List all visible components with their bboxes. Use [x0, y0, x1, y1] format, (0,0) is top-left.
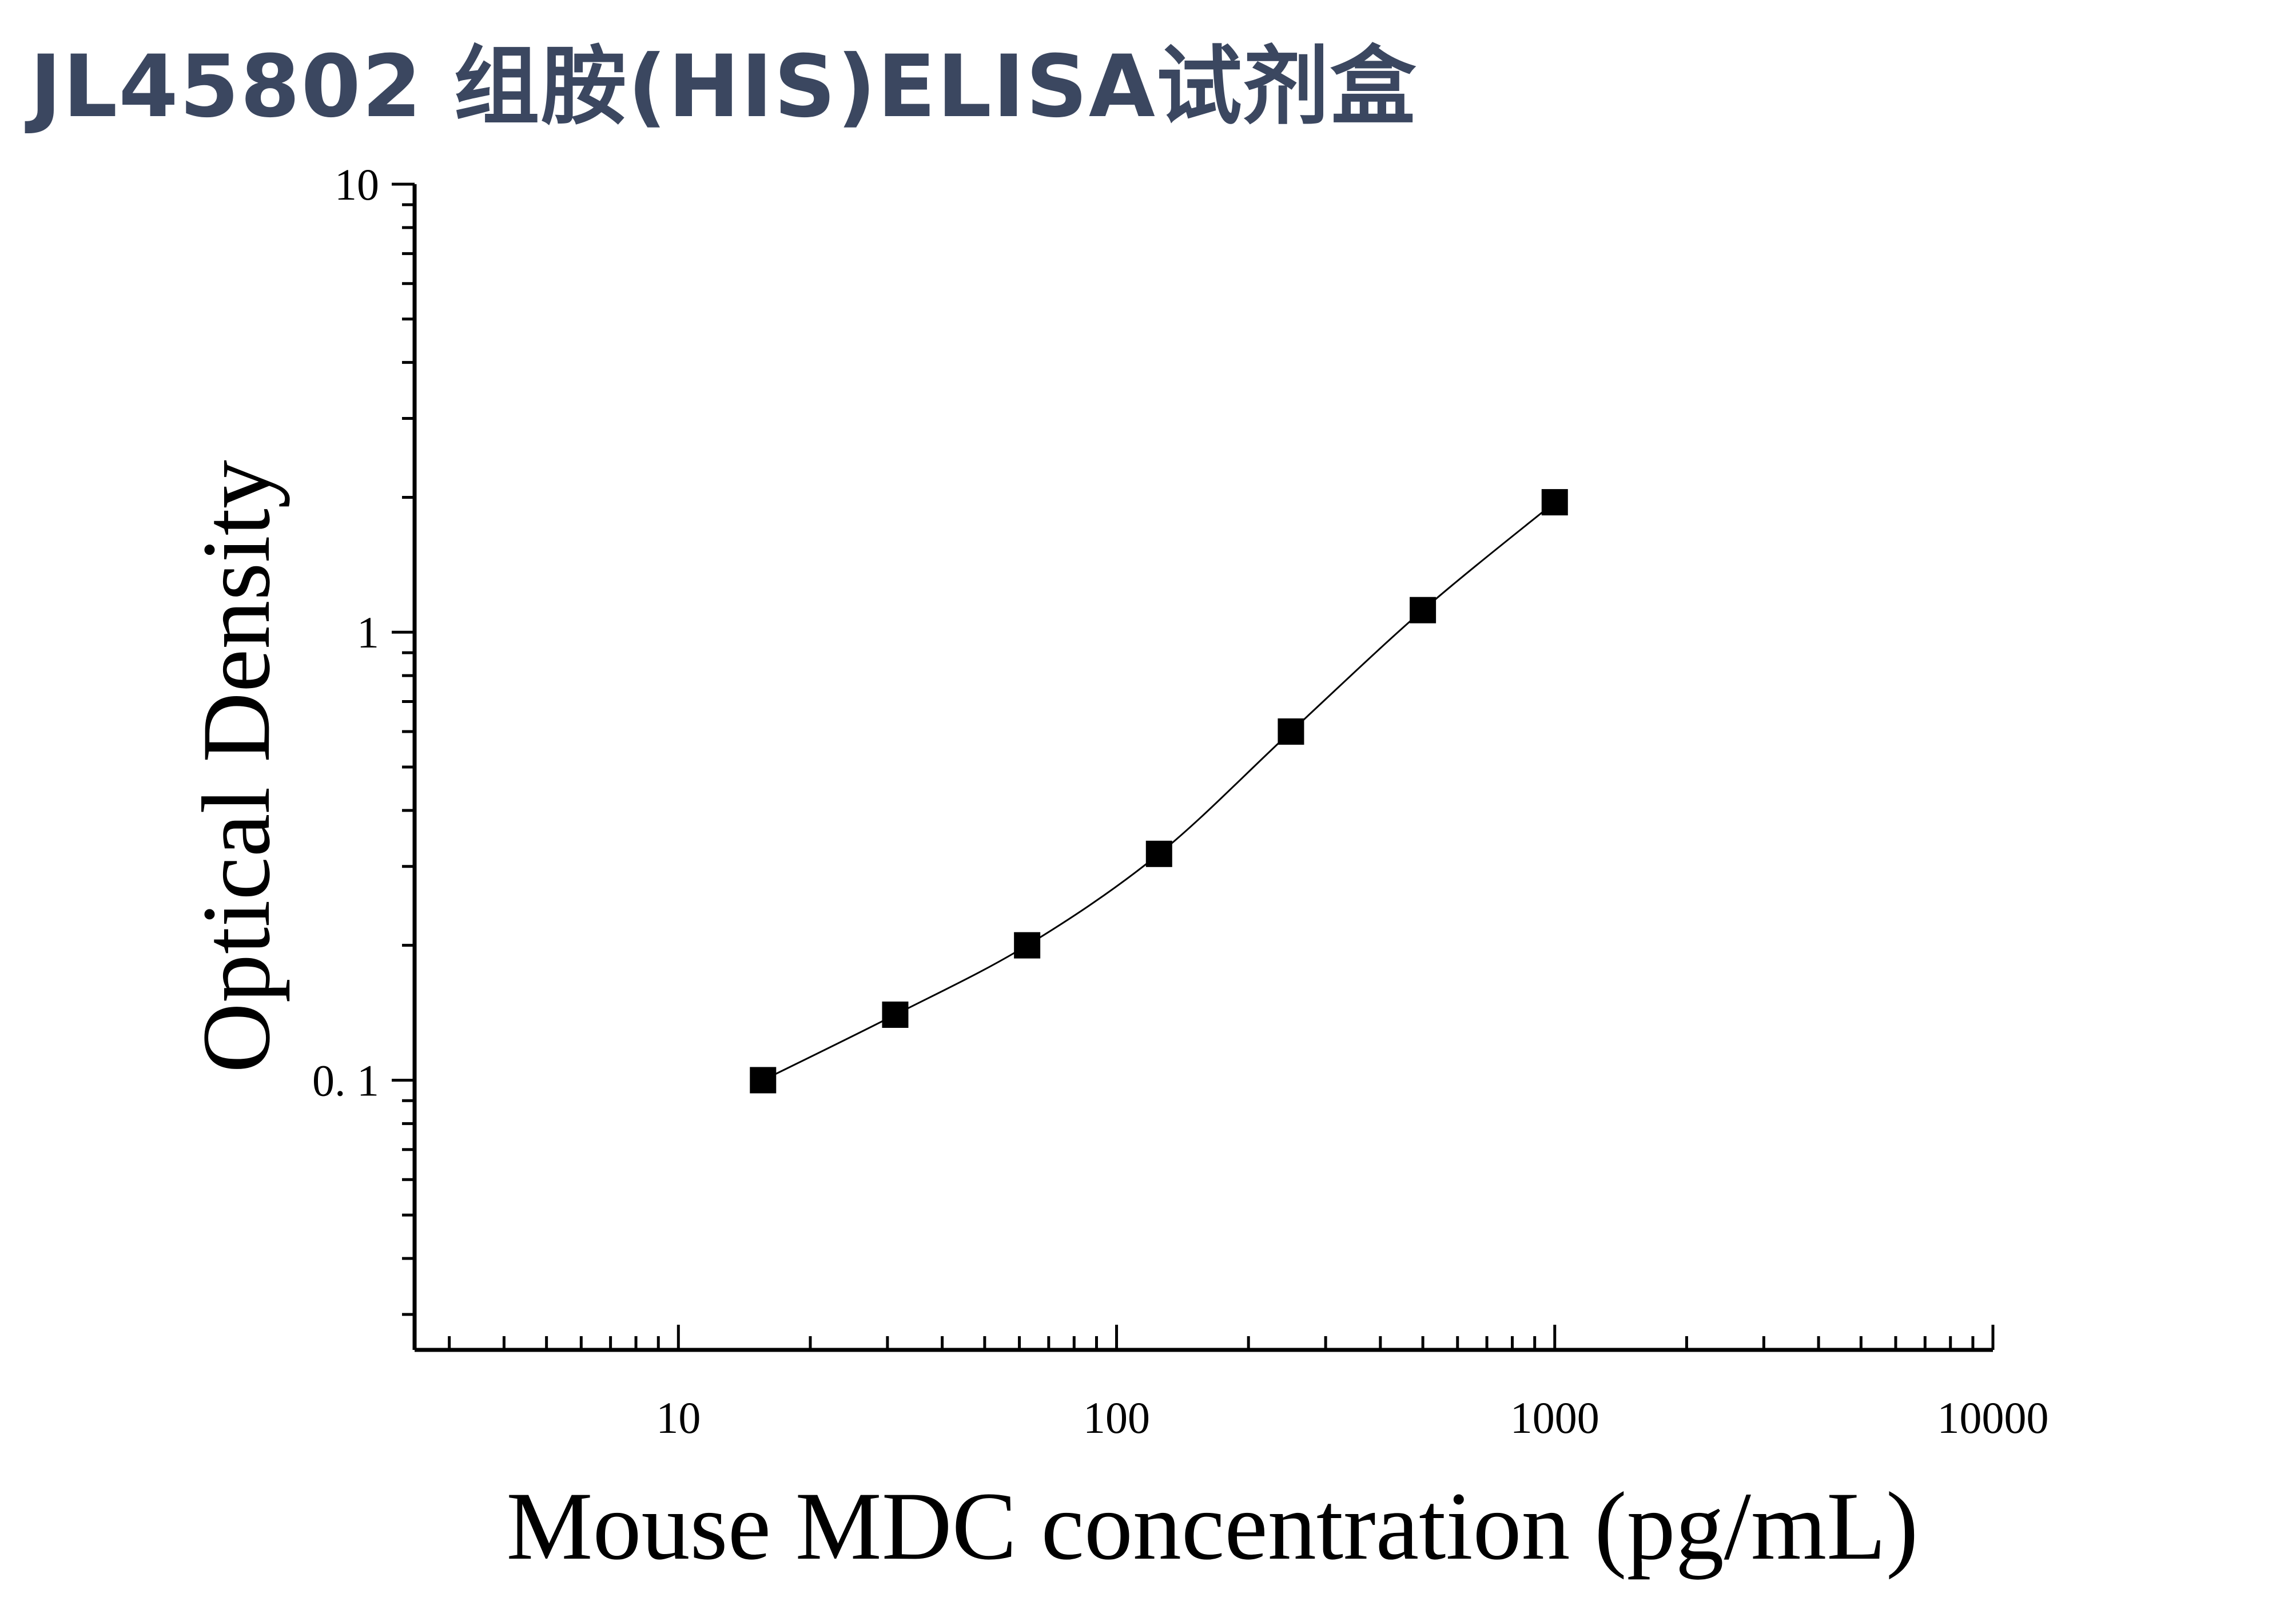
- page-title: JL45802 组胺(HIS)ELISA试剂盒: [30, 37, 1417, 137]
- fit-curve: [762, 501, 1555, 1081]
- data-point: [882, 1002, 909, 1028]
- data-point: [1145, 840, 1172, 867]
- x-tick-label: 10: [656, 1393, 701, 1443]
- x-tick-label: 100: [1083, 1393, 1150, 1443]
- x-tick-label: 1000: [1510, 1393, 1599, 1443]
- x-tick-label: 10000: [1937, 1393, 2049, 1443]
- fit-curve-layer: [762, 501, 1555, 1081]
- data-point: [1410, 597, 1437, 623]
- y-tick-label: 10: [335, 160, 379, 209]
- y-tick-label: 0. 1: [312, 1055, 379, 1105]
- data-point: [1278, 718, 1304, 745]
- data-point: [1541, 489, 1568, 516]
- x-axis-label: Mouse MDC concentration (pg/mL): [506, 1472, 1918, 1580]
- y-axis-label: Optical Density: [182, 460, 290, 1073]
- data-points: [750, 489, 1568, 1094]
- y-tick-label: 1: [357, 607, 379, 657]
- data-point: [1014, 932, 1041, 959]
- axes: 10 100 1000 10000 0. 1 1 10: [312, 160, 2049, 1443]
- data-point: [750, 1067, 777, 1094]
